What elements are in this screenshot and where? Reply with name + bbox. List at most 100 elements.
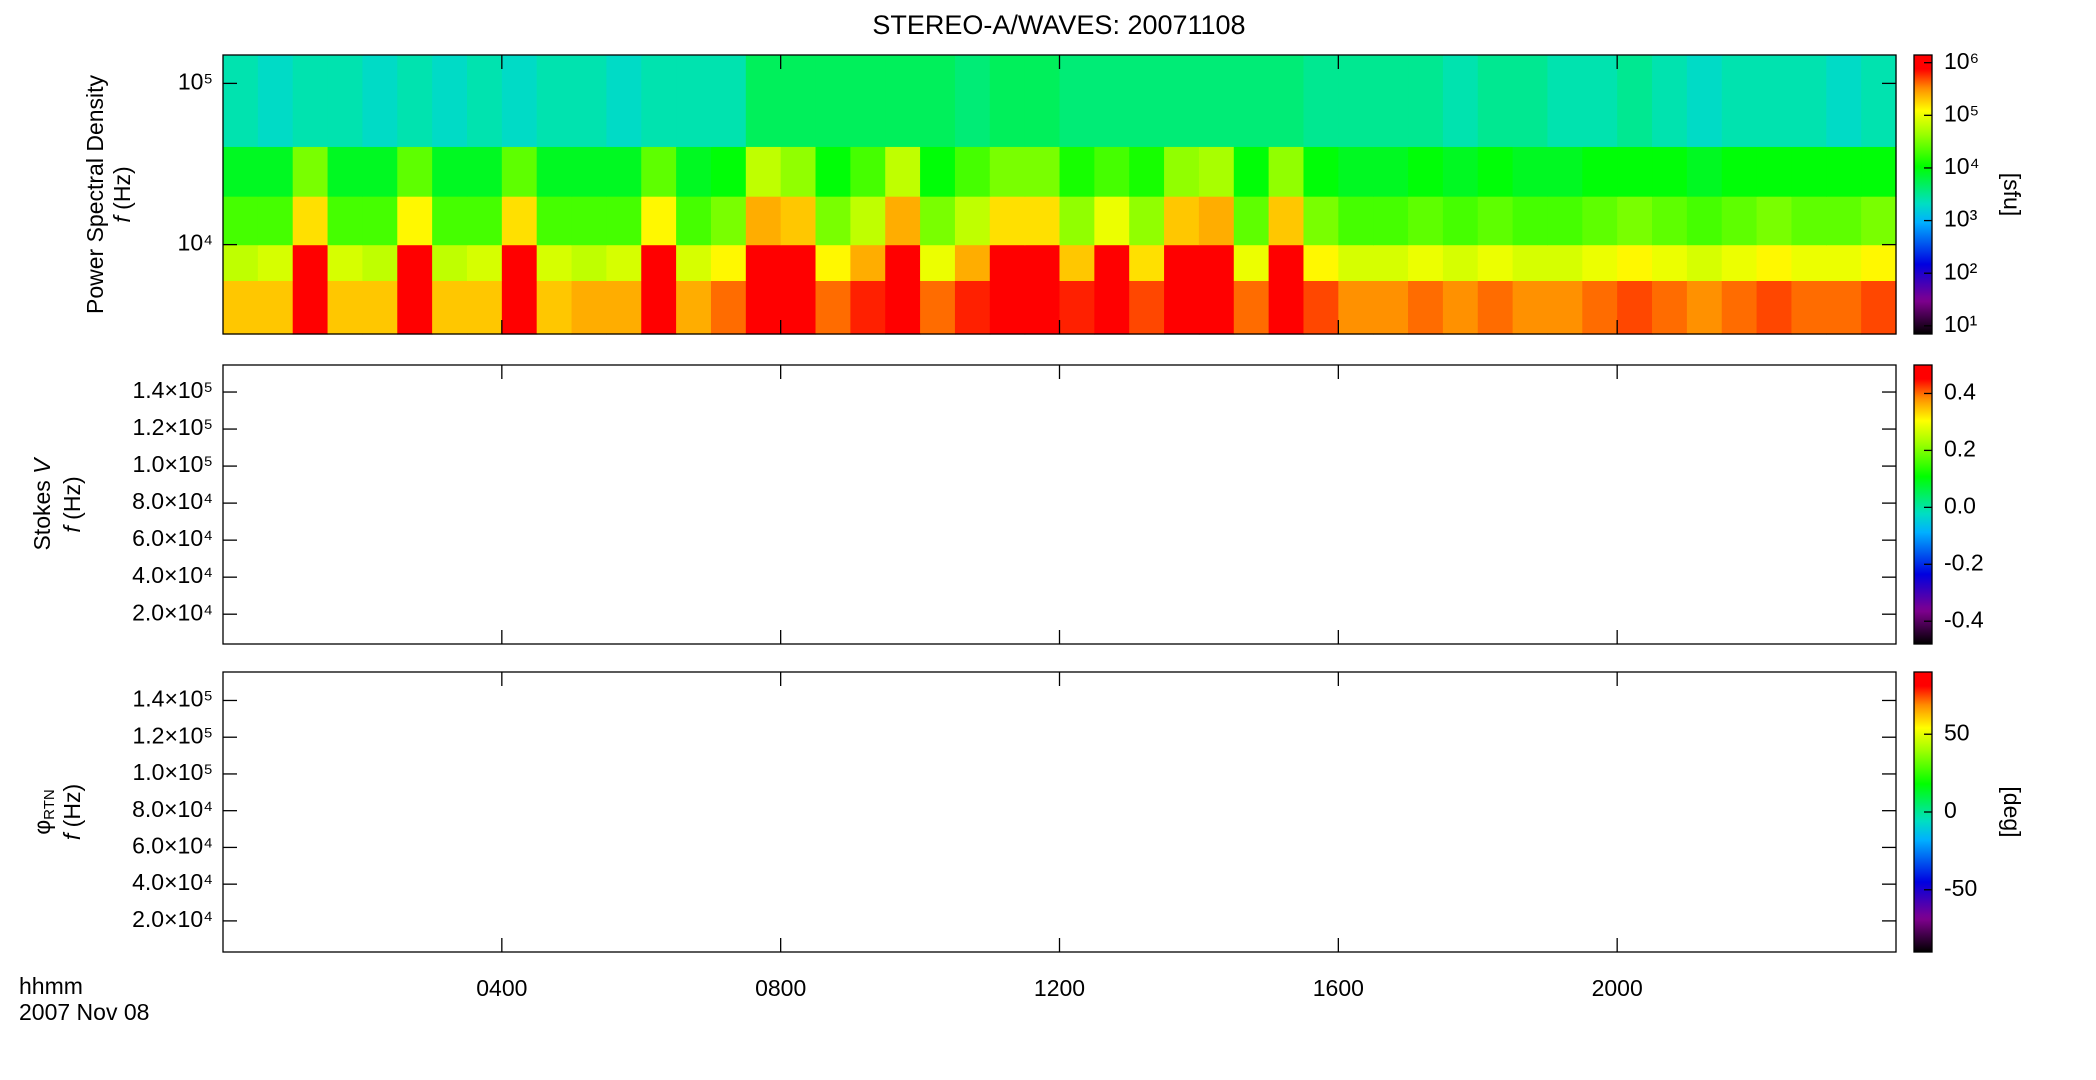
heatmap-cell: [1826, 146, 1862, 197]
heatmap-cell: [501, 146, 538, 197]
heatmap-cell: [501, 196, 538, 246]
heatmap-cell: [257, 55, 294, 147]
heatmap-cell: [1861, 244, 1897, 281]
heatmap-cell: [710, 280, 747, 335]
heatmap-cell: [1408, 244, 1444, 281]
heatmap-cell: [1477, 244, 1514, 281]
heatmap-cell: [1338, 280, 1374, 335]
heatmap-cell: [1721, 146, 1758, 197]
y-axis-label-main: Stokes: [29, 480, 55, 550]
heatmap-cell: [1791, 55, 1827, 147]
x-tick-label: 0800: [755, 975, 806, 1001]
heatmap-cell: [710, 196, 747, 246]
colorbar-tick-label: 0.0: [1944, 492, 1976, 518]
heatmap-cell: [1338, 55, 1374, 147]
heatmap-cell: [1652, 55, 1688, 147]
y-tick-label: 1.2×10⁵: [132, 414, 213, 440]
heatmap-cell: [920, 196, 956, 246]
colorbar: [1914, 365, 1932, 644]
heatmap-cell: [1024, 55, 1061, 147]
heatmap-cell: [1024, 244, 1061, 281]
heatmap-cell: [885, 55, 921, 147]
heatmap-cell: [1442, 196, 1479, 246]
heatmap-cell: [1233, 280, 1270, 335]
heatmap-cell: [362, 280, 398, 335]
heatmap-cell: [1617, 196, 1653, 246]
heatmap-cell: [1442, 280, 1479, 335]
heatmap-cell: [815, 244, 851, 281]
heatmap-cell: [1338, 244, 1374, 281]
heatmap-cell: [920, 146, 956, 197]
heatmap-cell: [1373, 196, 1409, 246]
heatmap-cell: [1756, 55, 1793, 147]
heatmap-cell: [1164, 280, 1200, 335]
heatmap-cell: [1477, 146, 1514, 197]
heatmap-cell: [1268, 55, 1305, 147]
heatmap-cell: [1686, 55, 1723, 147]
heatmap-cell: [223, 244, 259, 281]
heatmap-cell: [1024, 280, 1061, 335]
heatmap-cell: [257, 280, 294, 335]
heatmap-cell: [1756, 280, 1793, 335]
colorbar-label: [deg]: [1999, 786, 2025, 837]
heatmap-cell: [466, 244, 503, 281]
heatmap-cell: [1582, 146, 1618, 197]
heatmap-cell: [1791, 196, 1827, 246]
heatmap-cell: [1826, 244, 1862, 281]
heatmap-cell: [885, 146, 921, 197]
heatmap-cell: [1861, 196, 1897, 246]
heatmap-cell: [1652, 280, 1688, 335]
heatmap-cell: [641, 146, 677, 197]
heatmap-cell: [954, 244, 991, 281]
heatmap-cell: [1652, 196, 1688, 246]
heatmap-cell: [1791, 244, 1827, 281]
heatmap-cell: [501, 55, 538, 147]
heatmap-cell: [1094, 196, 1130, 246]
heatmap-cell: [1826, 196, 1862, 246]
heatmap-cell: [1582, 280, 1618, 335]
heatmap-cell: [432, 146, 468, 197]
heatmap-cell: [223, 280, 259, 335]
y-tick-label: 4.0×10⁴: [132, 869, 213, 895]
colorbar-tick-label: -50: [1944, 875, 1977, 901]
heatmap-cell: [327, 146, 364, 197]
heatmap-cell: [676, 244, 712, 281]
heatmap-cell: [536, 280, 573, 335]
heatmap-cell: [292, 146, 329, 197]
heatmap-cell: [850, 280, 886, 335]
colorbar-frame: [1913, 54, 1933, 335]
heatmap-cell: [920, 244, 956, 281]
heatmap-cell: [432, 244, 468, 281]
x-tick-label: 1600: [1313, 975, 1364, 1001]
heatmap-cell: [745, 146, 782, 197]
heatmap-cell: [1721, 244, 1758, 281]
heatmap-cell: [1198, 196, 1235, 246]
heatmap-cell: [362, 244, 398, 281]
heatmap-cell: [1303, 146, 1339, 197]
colorbar: [1914, 672, 1932, 952]
heatmap-cell: [1129, 55, 1165, 147]
heatmap-cell: [780, 196, 817, 246]
heatmap-cell: [1512, 146, 1549, 197]
heatmap-cell: [1477, 196, 1514, 246]
x-tick-label: 1200: [1034, 975, 1085, 1001]
colorbar: [1914, 55, 1932, 334]
heatmap-cell: [1861, 280, 1897, 335]
heatmap-cell: [1129, 196, 1165, 246]
heatmap-cell: [745, 244, 782, 281]
heatmap-cell: [1059, 55, 1095, 147]
heatmap-cell: [1373, 146, 1409, 197]
y-tick-label: 1.2×10⁵: [132, 722, 213, 748]
y-tick-label: 2.0×10⁴: [132, 599, 213, 625]
heatmap-cell: [1373, 55, 1409, 147]
heatmap-cell: [327, 244, 364, 281]
heatmap-cell: [1756, 146, 1793, 197]
heatmap-cell: [641, 280, 677, 335]
heatmap-cell: [1512, 196, 1549, 246]
heatmap-cell: [397, 280, 433, 335]
y-tick-label: 4.0×10⁴: [132, 562, 213, 588]
heatmap-cell: [1582, 55, 1618, 147]
heatmap-cell: [362, 146, 398, 197]
heatmap-cell: [327, 55, 364, 147]
